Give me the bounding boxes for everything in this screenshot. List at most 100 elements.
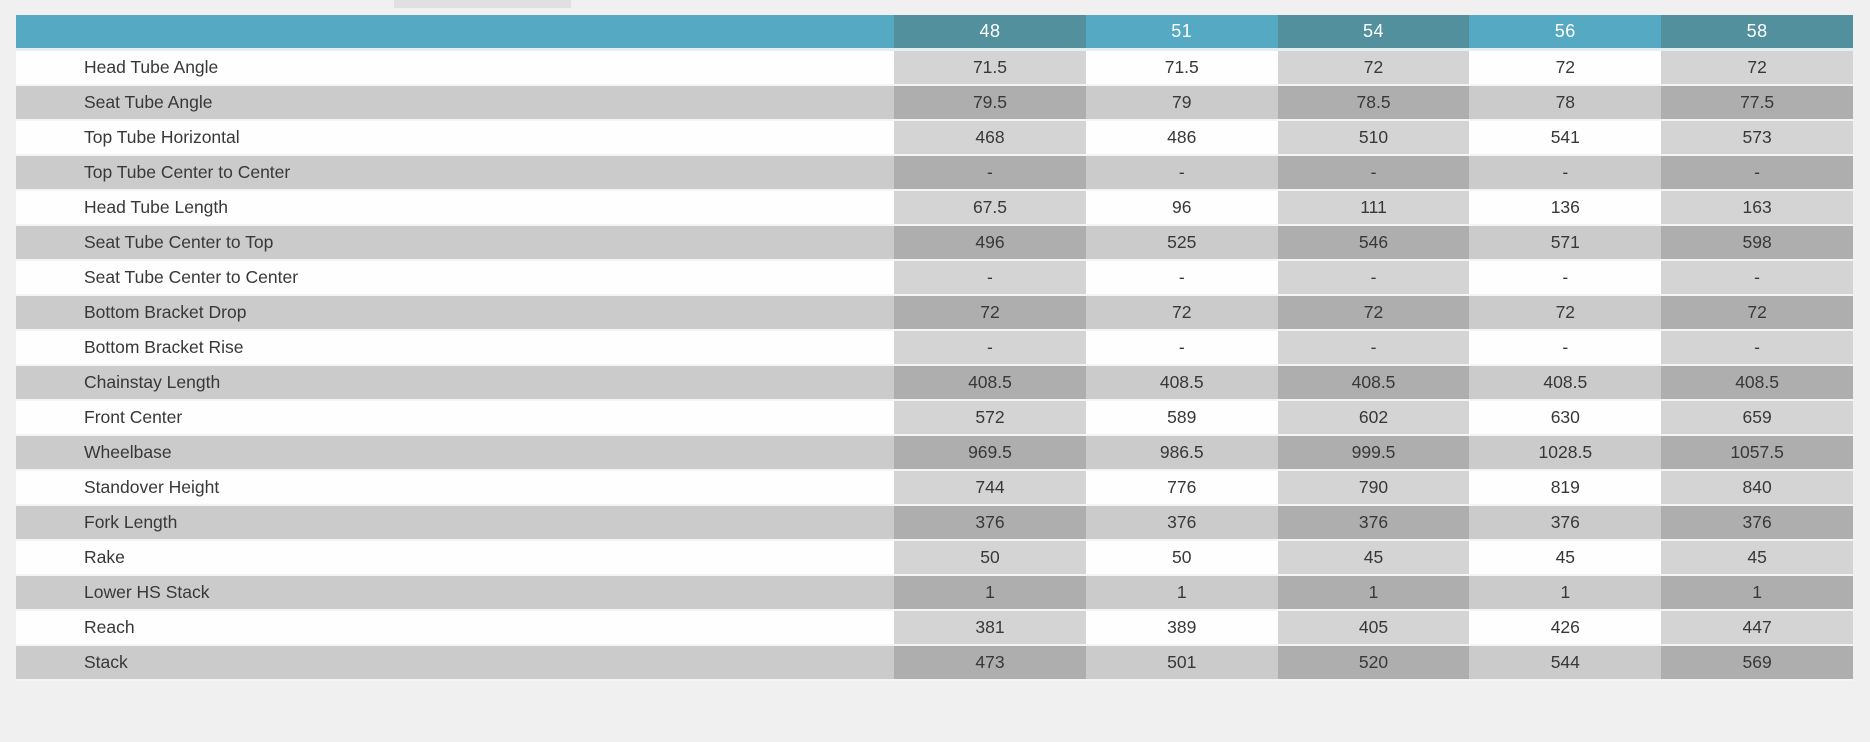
spec-value: - — [1562, 337, 1569, 357]
table-header-row: 48 51 54 56 58 — [16, 15, 1853, 51]
spec-value: 408.5 — [1661, 366, 1853, 399]
spec-row: Seat Tube Center to Center - - - - - — [16, 261, 1853, 296]
spec-value: 1 — [1560, 582, 1571, 602]
spec-label: Stack — [84, 652, 128, 672]
spec-value: 72 — [1277, 51, 1470, 84]
spec-value: 72 — [1172, 302, 1192, 322]
spec-value: 78.5 — [1277, 86, 1470, 119]
spec-row: Wheelbase 969.5 986.5 999.5 1028.5 1057.5 — [16, 436, 1853, 471]
spec-value: 45 — [1661, 541, 1853, 574]
spec-value: 573 — [1661, 121, 1853, 154]
size-column-header: 56 — [1554, 21, 1576, 41]
spec-value: 1 — [894, 576, 1086, 609]
geometry-table: 48 51 54 56 58 Head Tube Angle 71.5 71.5 72 72 7… — [16, 15, 1853, 681]
spec-label: Seat Tube Center to Center — [84, 267, 299, 287]
spec-value: 376 — [894, 506, 1086, 539]
spec-row: Top Tube Horizontal 468 486 510 541 573 — [16, 121, 1853, 156]
spec-value: - — [894, 261, 1086, 294]
spec-value: - — [1178, 162, 1185, 182]
spec-value: 602 — [1277, 401, 1470, 434]
spec-value: 1 — [1661, 576, 1853, 609]
spec-value: 72 — [1277, 296, 1470, 329]
spec-value: - — [894, 331, 1086, 364]
spec-value: 501 — [1167, 652, 1197, 672]
spec-value: - — [1661, 261, 1853, 294]
spec-value: 986.5 — [1159, 442, 1204, 462]
spec-value: 79.5 — [894, 86, 1086, 119]
spec-value: 544 — [1550, 652, 1580, 672]
spec-row: Seat Tube Angle 79.5 79 78.5 78 77.5 — [16, 86, 1853, 121]
spec-value: 405 — [1277, 611, 1470, 644]
spec-value: 840 — [1661, 471, 1853, 504]
spec-label: Bottom Bracket Rise — [84, 337, 244, 357]
spec-row: Head Tube Angle 71.5 71.5 72 72 72 — [16, 51, 1853, 86]
spec-row: Lower HS Stack 1 1 1 1 1 — [16, 576, 1853, 611]
spec-value: - — [1178, 267, 1185, 287]
spec-value: 541 — [1550, 127, 1580, 147]
spec-value: 776 — [1167, 477, 1197, 497]
spec-label: Rake — [84, 547, 125, 567]
spec-value: 589 — [1167, 407, 1197, 427]
spec-value: 376 — [1167, 512, 1197, 532]
partial-top-tab[interactable] — [394, 0, 571, 8]
spec-value: 376 — [1277, 506, 1470, 539]
size-column-header: 51 — [1171, 21, 1193, 41]
spec-value: - — [1277, 331, 1470, 364]
spec-value: 45 — [1555, 547, 1576, 567]
header-label-spacer — [16, 15, 894, 48]
spec-row: Bottom Bracket Drop 72 72 72 72 72 — [16, 296, 1853, 331]
spec-value: - — [894, 156, 1086, 189]
spec-value: 71.5 — [1164, 57, 1199, 77]
spec-value: 999.5 — [1277, 436, 1470, 469]
spec-value: 520 — [1277, 646, 1470, 679]
spec-row: Front Center 572 589 602 630 659 — [16, 401, 1853, 436]
spec-value: 408.5 — [1543, 372, 1588, 392]
spec-row: Top Tube Center to Center - - - - - — [16, 156, 1853, 191]
spec-row: Rake 50 50 45 45 45 — [16, 541, 1853, 576]
spec-label: Chainstay Length — [84, 372, 221, 392]
spec-label: Head Tube Angle — [84, 57, 219, 77]
spec-value: 72 — [894, 296, 1086, 329]
spec-value: 376 — [1550, 512, 1580, 532]
spec-value: 790 — [1277, 471, 1470, 504]
spec-label: Wheelbase — [84, 442, 172, 462]
spec-value: 408.5 — [1159, 372, 1204, 392]
spec-value: 72 — [1555, 302, 1576, 322]
spec-row: Standover Height 744 776 790 819 840 — [16, 471, 1853, 506]
spec-value: 376 — [1661, 506, 1853, 539]
spec-row: Fork Length 376 376 376 376 376 — [16, 506, 1853, 541]
spec-value: 571 — [1550, 232, 1580, 252]
spec-row: Bottom Bracket Rise - - - - - — [16, 331, 1853, 366]
spec-value: - — [1178, 337, 1185, 357]
size-column-header: 54 — [1277, 15, 1470, 48]
spec-value: 1028.5 — [1538, 442, 1593, 462]
spec-value: 136 — [1550, 197, 1580, 217]
spec-value: 72 — [1661, 51, 1853, 84]
spec-value: - — [1661, 156, 1853, 189]
spec-value: 969.5 — [894, 436, 1086, 469]
spec-value: 50 — [894, 541, 1086, 574]
spec-value: 96 — [1172, 197, 1192, 217]
spec-value: 67.5 — [894, 191, 1086, 224]
spec-value: 630 — [1550, 407, 1580, 427]
spec-value: 72 — [1555, 57, 1576, 77]
spec-value: 744 — [894, 471, 1086, 504]
spec-row: Stack 473 501 520 544 569 — [16, 646, 1853, 681]
spec-value: 659 — [1661, 401, 1853, 434]
spec-value: 389 — [1167, 617, 1197, 637]
spec-label: Bottom Bracket Drop — [84, 302, 247, 322]
spec-label: Head Tube Length — [84, 197, 229, 217]
spec-value: 77.5 — [1661, 86, 1853, 119]
spec-value: - — [1277, 156, 1470, 189]
spec-value: - — [1562, 162, 1569, 182]
spec-value: 569 — [1661, 646, 1853, 679]
spec-value: 525 — [1167, 232, 1197, 252]
spec-label: Seat Tube Center to Top — [84, 232, 274, 252]
spec-value: 1 — [1176, 582, 1187, 602]
spec-value: 408.5 — [1277, 366, 1470, 399]
spec-value: 1057.5 — [1661, 436, 1853, 469]
spec-value: 163 — [1661, 191, 1853, 224]
spec-value: 426 — [1550, 617, 1580, 637]
spec-value: - — [1277, 261, 1470, 294]
spec-value: 71.5 — [894, 51, 1086, 84]
